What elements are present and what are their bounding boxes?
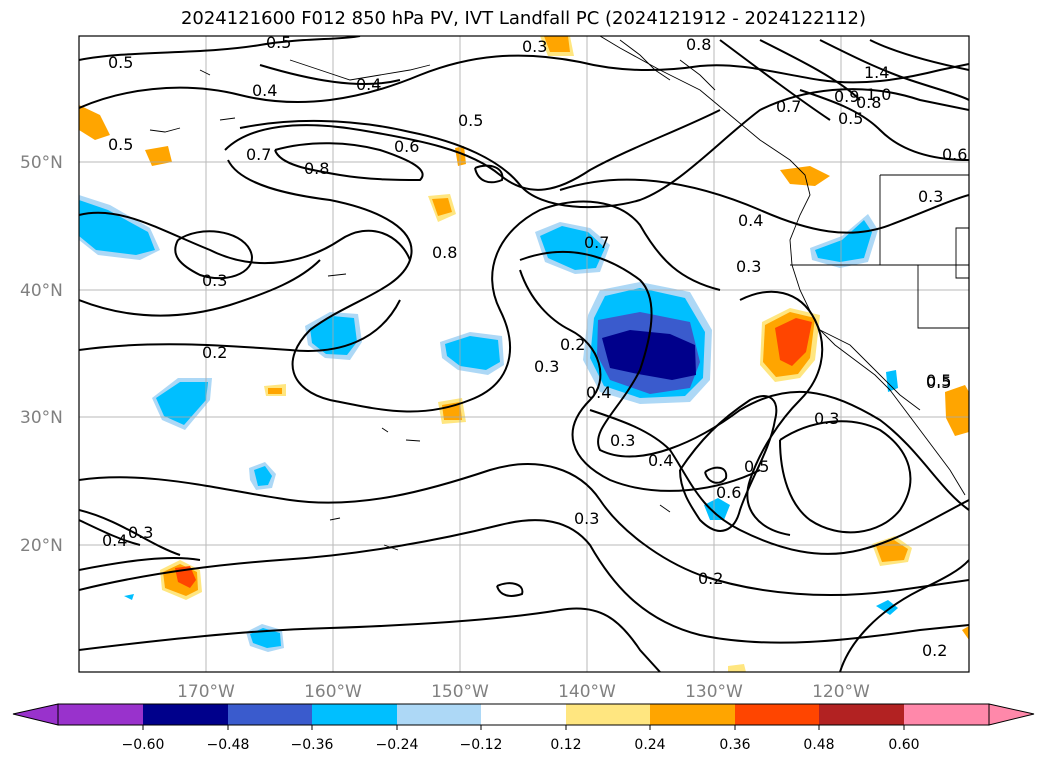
contour-label: 0.6 <box>716 483 741 502</box>
latitude-labels: 50°N 40°N 30°N 20°N <box>20 153 63 556</box>
contour-label: 0.4 <box>648 451 673 470</box>
lon-label: 170°W <box>177 682 235 702</box>
contour-label: 0.5 <box>108 53 133 72</box>
map-title: 2024121600 F012 850 hPa PV, IVT Landfall… <box>180 8 867 29</box>
colorbar-tick-label: 0.60 <box>888 737 919 753</box>
colorbar-bin <box>650 704 735 725</box>
contour-label: 0.5 <box>744 457 769 476</box>
contour-label: 0.3 <box>610 431 635 450</box>
contour-label: 0.3 <box>918 187 943 206</box>
contour-label: 0.7 <box>246 145 271 164</box>
contour-label: 0.5 <box>926 371 951 390</box>
colorbar-bin <box>58 704 143 725</box>
contour-label: 0.4 <box>356 75 381 94</box>
contour-label: 0.2 <box>922 641 947 660</box>
longitude-labels: 170°W 160°W 150°W 140°W 130°W 120°W <box>177 682 870 702</box>
pc-shading <box>79 36 969 672</box>
contour-labels: 0.5 0.5 0.3 0.8 0.4 0.4 0.5 0.5 0.7 0.6 … <box>102 33 967 660</box>
contour-label: 0.8 <box>856 93 881 112</box>
contour-label: 0.4 <box>102 531 127 550</box>
colorbar-bin <box>904 704 989 725</box>
colorbar-tick-label: 0.48 <box>803 737 834 753</box>
contour-label: 0.3 <box>128 523 153 542</box>
contour-label: 0.7 <box>584 233 609 252</box>
contour-label: 0.3 <box>202 271 227 290</box>
contour-label: 0.3 <box>522 37 547 56</box>
contour-label: 0.2 <box>202 343 227 362</box>
colorbar-bin <box>143 704 228 725</box>
coastlines <box>149 36 969 551</box>
colorbar-bin <box>312 704 397 725</box>
contour-label: 0.5 <box>926 373 951 392</box>
contour-label: 0.5 <box>108 135 133 154</box>
colorbar-tick-label: 0.24 <box>634 737 665 753</box>
colorbar-tick-label: −0.36 <box>291 737 334 753</box>
contour-label: 0.8 <box>432 243 457 262</box>
contour-label: 0.5 <box>458 111 483 130</box>
lon-label: 120°W <box>812 682 870 702</box>
colorbar-bin <box>397 704 481 725</box>
contour-label: 0.4 <box>738 211 763 230</box>
colorbar-bin <box>481 704 566 725</box>
colorbar-tick-label: 0.36 <box>719 737 750 753</box>
colorbar-bin <box>228 704 312 725</box>
contour-label: 1.4 <box>864 63 889 82</box>
gridlines <box>79 36 969 672</box>
colorbar-tick-label: −0.48 <box>207 737 250 753</box>
colorbar-extend-min <box>12 703 59 726</box>
contour-label: 0.3 <box>814 409 839 428</box>
lat-label: 50°N <box>20 153 63 173</box>
lon-label: 150°W <box>431 682 489 702</box>
contour-label: 0.9 <box>834 87 859 106</box>
contour-label: 0.6 <box>394 137 419 156</box>
contour-label: 0.3 <box>574 509 599 528</box>
contour-label: 0.3 <box>534 357 559 376</box>
contour-label: 0.3 <box>736 257 761 276</box>
lat-label: 40°N <box>20 281 63 301</box>
contour-label: 0.5 <box>266 33 291 52</box>
neg-anomaly-strong <box>602 330 696 380</box>
colorbar-bin <box>819 704 904 725</box>
contour-label: 0.6 <box>942 145 967 164</box>
contour-label: 1.0 <box>866 85 891 104</box>
contour-label: 0.7 <box>776 97 801 116</box>
colorbar-tick-label: −0.12 <box>460 737 503 753</box>
lon-label: 140°W <box>558 682 616 702</box>
colorbar-tick-label: −0.60 <box>122 737 165 753</box>
colorbar-extend-max <box>988 703 1035 726</box>
pv-contours <box>79 36 969 672</box>
lat-label: 20°N <box>20 536 63 556</box>
colorbar: −0.60 −0.48 −0.36 −0.24 −0.12 0.12 0.24 … <box>12 703 1035 753</box>
contour-label: 0.5 <box>838 109 863 128</box>
colorbar-tick-label: 0.12 <box>550 737 581 753</box>
colorbar-bin <box>566 704 650 725</box>
lon-label: 160°W <box>304 682 362 702</box>
contour-label: 0.2 <box>698 569 723 588</box>
contour-label: 0.4 <box>586 383 611 402</box>
colorbar-tick-label: −0.24 <box>376 737 419 753</box>
contour-label: 0.8 <box>686 35 711 54</box>
colorbar-bin <box>735 704 819 725</box>
map-frame <box>78 35 970 673</box>
lat-label: 30°N <box>20 408 63 428</box>
contour-label: 0.8 <box>304 159 329 178</box>
contour-label: 0.4 <box>252 81 277 100</box>
contour-label: 0.2 <box>560 335 585 354</box>
lon-label: 130°W <box>685 682 743 702</box>
